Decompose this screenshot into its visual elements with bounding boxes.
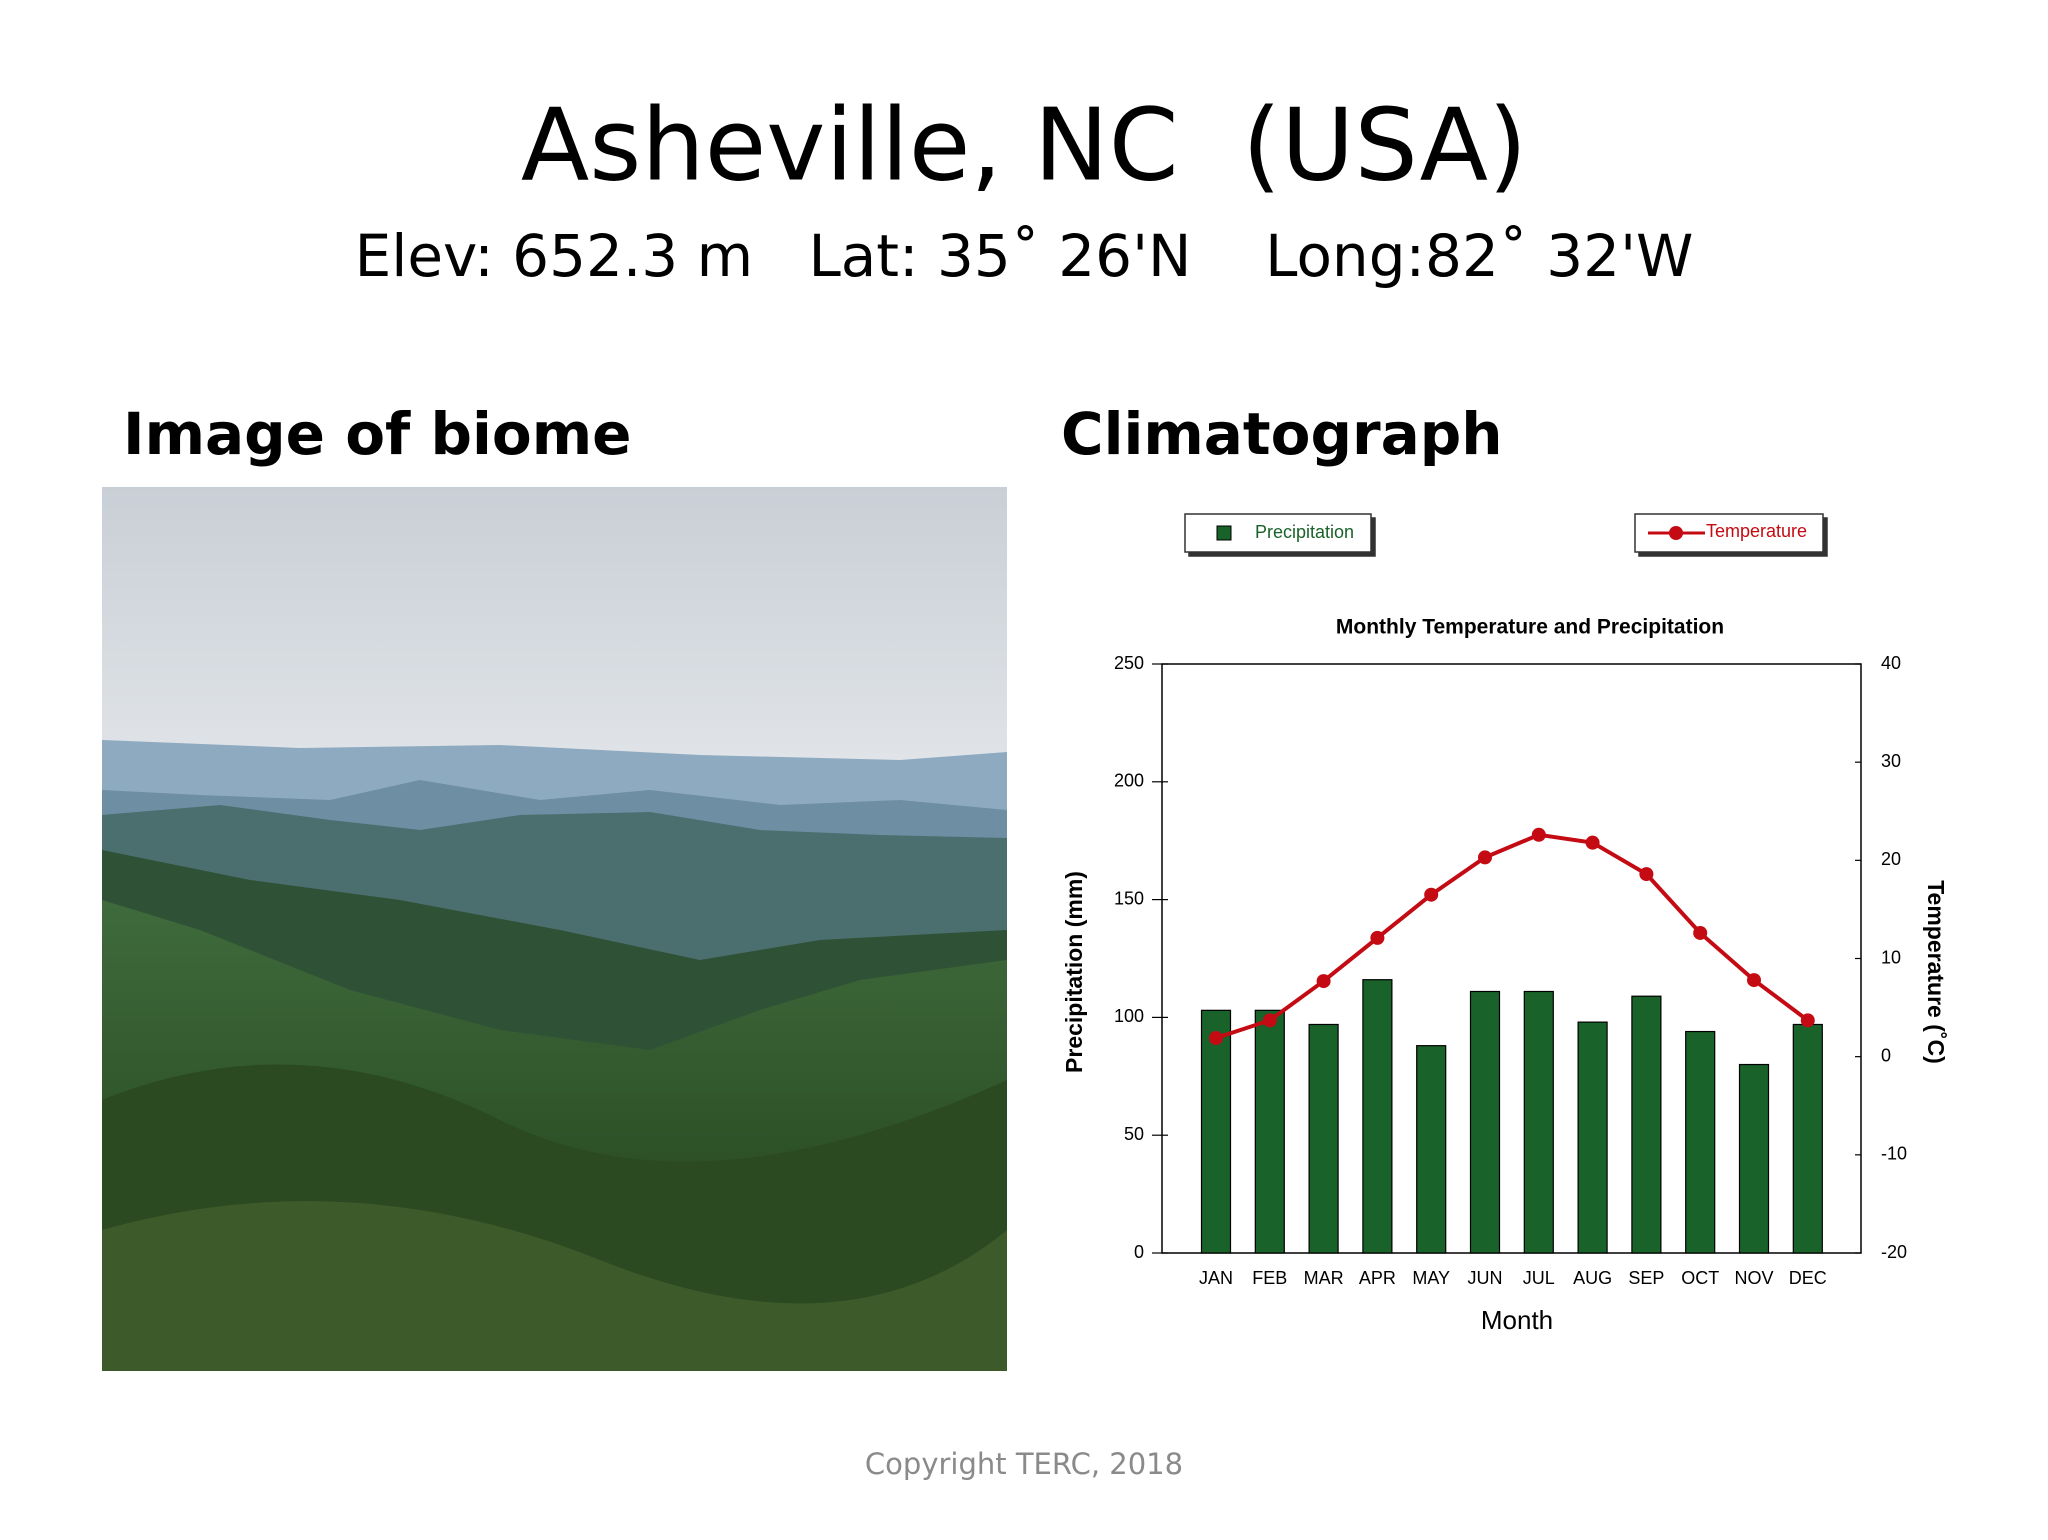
y-axis-label: Precipitation (mm) (1061, 871, 1087, 1073)
temperature-marker (1478, 850, 1492, 865)
y2-tick-label: 0 (1881, 1045, 1891, 1065)
legend-temperature[interactable]: Temperature (1634, 513, 1824, 553)
temperature-line (1215, 832, 1809, 1040)
x-tick-label: JUL (1523, 1268, 1555, 1288)
legend-label: Temperature (1706, 521, 1807, 541)
temperature-marker (1747, 973, 1761, 988)
bar (1362, 979, 1393, 1254)
temperature-marker (1531, 827, 1546, 842)
y2-tick-label: 40 (1881, 653, 1901, 673)
bar (1792, 1023, 1823, 1254)
section-heading: Image of biome (123, 400, 632, 468)
subtitle: Elev: 652.3 m Lat: 35˚ 26'N Long:82˚ 32'… (355, 222, 1694, 290)
legend-swatch (1216, 525, 1232, 541)
bar (1631, 995, 1662, 1254)
y2-axis-label: Temperature (˚C) (1923, 880, 1949, 1064)
x-tick-label: APR (1359, 1268, 1396, 1288)
y-tick-label: 100 (1114, 1006, 1144, 1026)
temperature-marker (1262, 1013, 1277, 1028)
chart-title: Monthly Temperature and Precipitation (1336, 616, 1724, 639)
legend-label: Precipitation (1255, 522, 1354, 542)
y2-tick-label: -20 (1881, 1242, 1907, 1262)
x-tick-label: JAN (1199, 1268, 1233, 1288)
x-tick-label: MAY (1412, 1268, 1450, 1288)
x-tick-label: JUN (1468, 1268, 1503, 1288)
temperature-marker (1370, 930, 1385, 945)
y-tick-label: 200 (1114, 771, 1144, 791)
bar (1416, 1045, 1447, 1254)
x-tick-label: OCT (1681, 1268, 1719, 1288)
bar (1200, 1009, 1232, 1254)
x-tick-label: SEP (1628, 1268, 1664, 1288)
x-tick-label: MAR (1304, 1268, 1344, 1288)
y2-tick-label: 10 (1881, 947, 1901, 967)
y-tick-label: 150 (1114, 888, 1144, 908)
bar (1523, 990, 1554, 1254)
biome-photo (102, 487, 1007, 1371)
legend-box (1184, 513, 1372, 553)
y2-tick-label: -10 (1881, 1144, 1907, 1164)
y-tick-label: 0 (1134, 1242, 1144, 1262)
x-tick-label: AUG (1573, 1268, 1612, 1288)
x-tick-label: DEC (1789, 1268, 1827, 1288)
x-axis-label: Month (1481, 1305, 1553, 1335)
temperature-marker (1585, 835, 1600, 850)
y-tick-label: 50 (1124, 1124, 1144, 1144)
bar (1685, 1030, 1716, 1254)
bar (1254, 1009, 1285, 1254)
bar (1738, 1063, 1770, 1254)
temperature-marker (1316, 974, 1331, 989)
legend-precipitation[interactable]: Precipitation (1184, 513, 1372, 553)
y2-tick-label: 20 (1881, 849, 1901, 869)
x-tick-label: NOV (1734, 1268, 1773, 1288)
temperature-marker (1800, 1013, 1815, 1028)
bar (1469, 990, 1501, 1254)
section-heading: Climatograph (1061, 400, 1503, 468)
x-tick-label: FEB (1252, 1268, 1287, 1288)
y2-tick-label: 30 (1881, 751, 1901, 771)
plot: 0 50 100 150 200 250 -20 -10 0 10 20 30 40 JAN FEB MAR A… (1114, 653, 1907, 1288)
temperature-marker (1639, 867, 1654, 882)
temperature-marker (1693, 925, 1708, 940)
footer: Copyright TERC, 2018 (865, 1447, 1183, 1481)
legend-marker (1669, 526, 1683, 540)
y-tick-label: 250 (1114, 653, 1144, 673)
temperature-marker (1209, 1031, 1223, 1046)
bar (1577, 1021, 1608, 1254)
temperature-marker (1424, 887, 1439, 902)
bar (1308, 1023, 1339, 1254)
title: Asheville, NC (USA) (521, 86, 1527, 203)
